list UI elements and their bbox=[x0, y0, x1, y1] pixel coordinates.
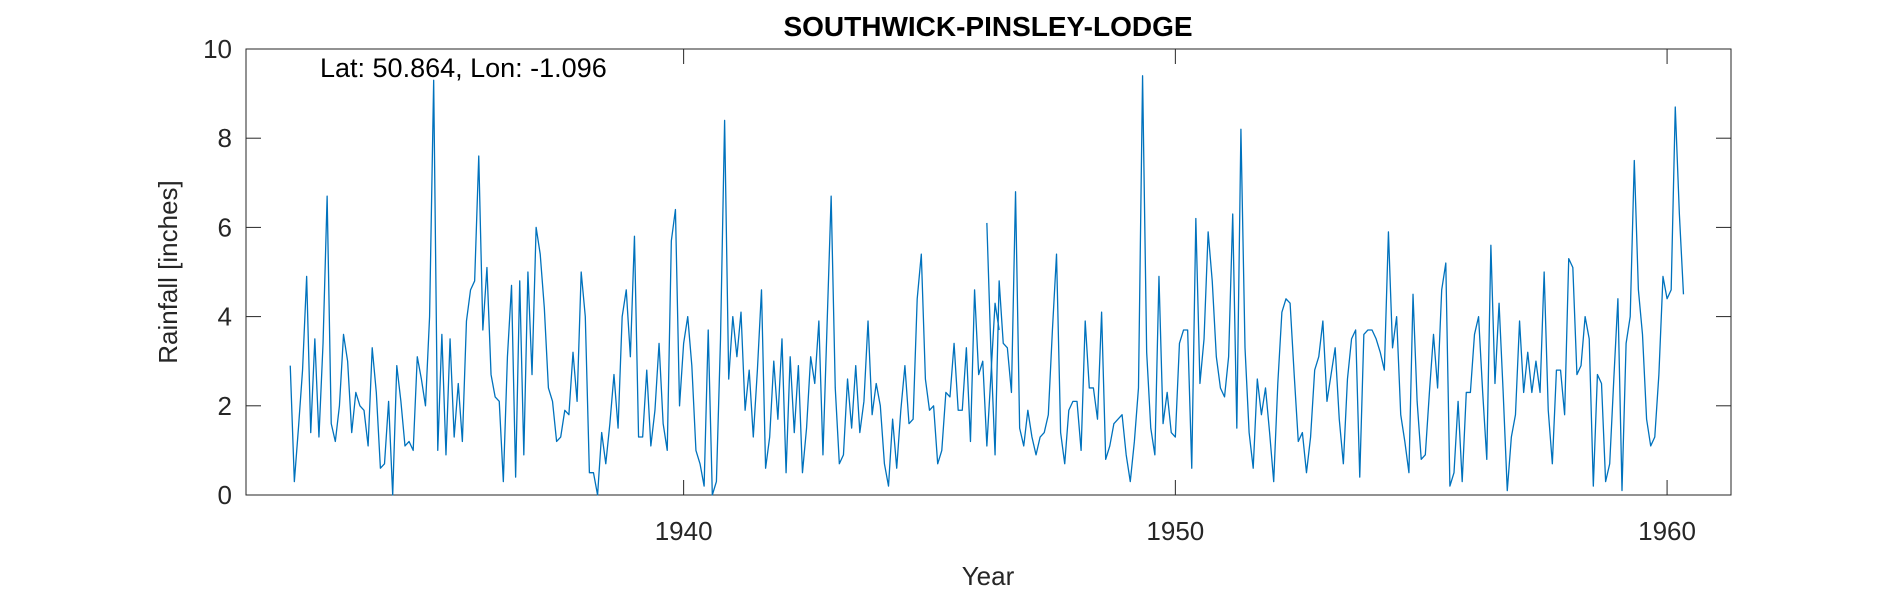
y-tick-label: 8 bbox=[218, 123, 232, 153]
rainfall-series-line bbox=[289, 79, 1000, 496]
y-tick-label: 10 bbox=[203, 34, 232, 64]
x-tick-label: 1940 bbox=[655, 516, 713, 546]
chart-title: SOUTHWICK-PINSLEY-LODGE bbox=[783, 11, 1192, 42]
x-axis-label: Year bbox=[962, 561, 1015, 591]
tick-labels: 0 2 4 6 8 10 1940 1950 1960 bbox=[203, 34, 1696, 546]
rainfall-series-line bbox=[986, 75, 1685, 492]
station-annotation: Lat: 50.864, Lon: -1.096 bbox=[320, 53, 607, 83]
axis-ticks bbox=[246, 48, 1731, 496]
y-tick-label: 2 bbox=[218, 391, 232, 421]
y-tick-label: 6 bbox=[218, 212, 232, 242]
x-tick-label: 1960 bbox=[1638, 516, 1696, 546]
y-tick-label: 0 bbox=[218, 480, 232, 510]
x-tick-label: 1950 bbox=[1146, 516, 1204, 546]
y-axis-label: Rainfall [inches] bbox=[153, 180, 183, 364]
series-group bbox=[289, 75, 1685, 496]
y-tick-label: 4 bbox=[218, 302, 232, 332]
